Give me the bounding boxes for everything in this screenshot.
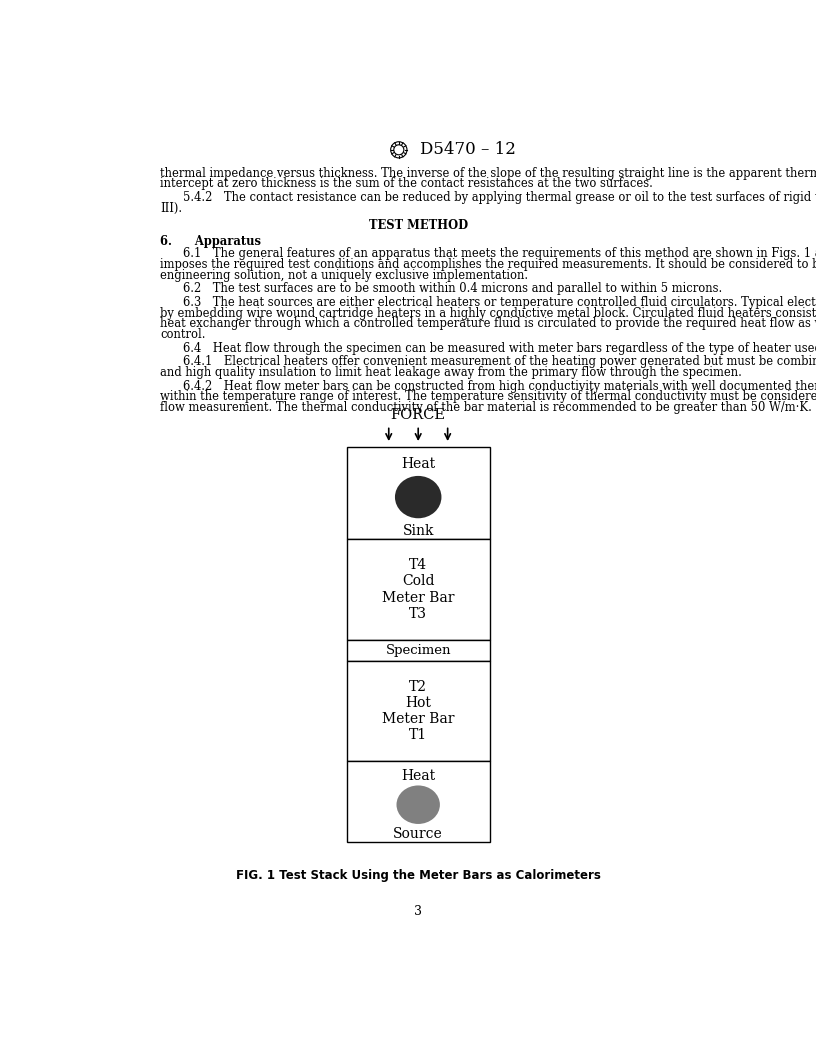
Text: Heat: Heat	[401, 769, 435, 782]
Text: Meter Bar: Meter Bar	[382, 590, 455, 605]
Text: 6.4.1 Electrical heaters offer convenient measurement of the heating power gener: 6.4.1 Electrical heaters offer convenien…	[184, 356, 816, 369]
Text: Specimen: Specimen	[385, 644, 451, 657]
Bar	[347, 661, 490, 761]
Text: III).: III).	[160, 202, 182, 214]
Text: Source: Source	[393, 827, 443, 841]
Text: T2: T2	[409, 680, 428, 694]
Text: 6.3 The heat sources are either electrical heaters or temperature controlled flu: 6.3 The heat sources are either electric…	[184, 296, 816, 309]
Text: TEST METHOD: TEST METHOD	[369, 220, 468, 232]
Text: intercept at zero thickness is the sum of the contact resistances at the two sur: intercept at zero thickness is the sum o…	[160, 177, 653, 190]
Ellipse shape	[397, 786, 440, 824]
Text: Sink: Sink	[402, 524, 434, 538]
Text: control.: control.	[160, 328, 206, 341]
Text: Hot: Hot	[406, 696, 431, 710]
Text: 6.2 The test surfaces are to be smooth within 0.4 microns and parallel to within: 6.2 The test surfaces are to be smooth w…	[184, 282, 723, 296]
Text: T3: T3	[409, 607, 428, 621]
Text: 6.4 Heat flow through the specimen can be measured with meter bars regardless of: 6.4 Heat flow through the specimen can b…	[184, 342, 816, 355]
Text: within the temperature range of interest. The temperature sensitivity of thermal: within the temperature range of interest…	[160, 391, 816, 403]
Text: imposes the required test conditions and accomplishes the required measurements.: imposes the required test conditions and…	[160, 258, 816, 271]
Text: engineering solution, not a uniquely exclusive implementation.: engineering solution, not a uniquely exc…	[160, 268, 528, 282]
Bar	[347, 447, 490, 540]
Bar	[347, 761, 490, 842]
Text: flow measurement. The thermal conductivity of the bar material is recommended to: flow measurement. The thermal conductivi…	[160, 401, 812, 414]
Text: Heat: Heat	[401, 457, 435, 471]
Text: FIG. 1 Test Stack Using the Meter Bars as Calorimeters: FIG. 1 Test Stack Using the Meter Bars a…	[236, 869, 601, 882]
Text: and high quality insulation to limit heat leakage away from the primary flow thr: and high quality insulation to limit hea…	[160, 366, 742, 379]
Text: 6.4.2 Heat flow meter bars can be constructed from high conductivity materials w: 6.4.2 Heat flow meter bars can be constr…	[184, 380, 816, 393]
Text: FORCE: FORCE	[391, 409, 446, 422]
Bar	[347, 540, 490, 640]
Text: Meter Bar: Meter Bar	[382, 712, 455, 727]
Text: 5.4.2 The contact resistance can be reduced by applying thermal grease or oil to: 5.4.2 The contact resistance can be redu…	[184, 191, 816, 204]
Text: T4: T4	[409, 559, 428, 572]
Text: T1: T1	[409, 729, 428, 742]
Bar	[347, 640, 490, 661]
Text: thermal impedance versus thickness. The inverse of the slope of the resulting st: thermal impedance versus thickness. The …	[160, 167, 816, 180]
Ellipse shape	[395, 476, 441, 518]
Text: D5470 – 12: D5470 – 12	[419, 142, 516, 158]
Text: 6.  Apparatus: 6. Apparatus	[160, 234, 261, 247]
Text: Cold: Cold	[402, 574, 434, 588]
Text: 3: 3	[415, 905, 422, 919]
Text: heat exchanger through which a controlled temperature fluid is circulated to pro: heat exchanger through which a controlle…	[160, 318, 816, 331]
Text: 6.1 The general features of an apparatus that meets the requirements of this met: 6.1 The general features of an apparatus…	[184, 247, 816, 261]
Text: by embedding wire wound cartridge heaters in a highly conductive metal block. Ci: by embedding wire wound cartridge heater…	[160, 306, 816, 320]
